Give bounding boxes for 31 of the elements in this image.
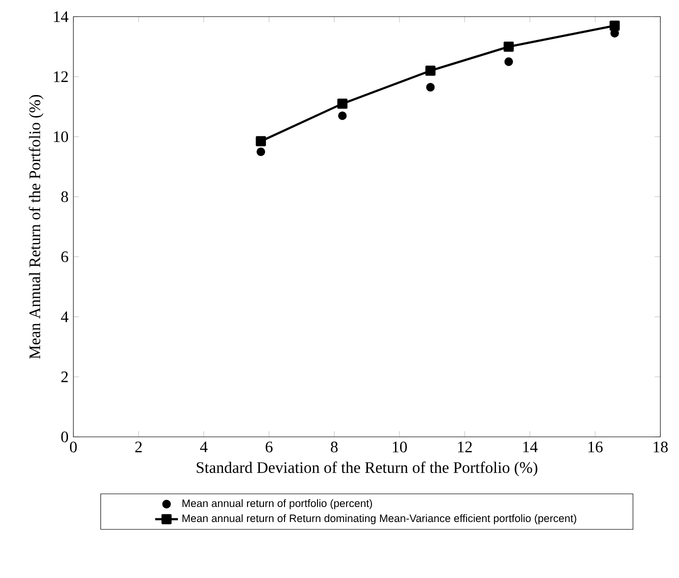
y-tick-label: 2 — [61, 371, 68, 382]
y-tick-label: 4 — [60, 311, 68, 322]
point — [337, 98, 348, 109]
x-tick-label: 16 — [588, 441, 603, 452]
y-tick-label: 14 — [54, 11, 68, 22]
x-tick-label: 18 — [654, 441, 668, 452]
point — [256, 147, 266, 156]
y-tick-label: 0 — [61, 431, 68, 442]
point — [426, 82, 435, 92]
point — [338, 111, 347, 120]
x-tick-label: 4 — [200, 441, 208, 452]
x-tick-label: 14 — [523, 441, 538, 452]
x-tick-label: 10 — [392, 441, 407, 452]
point — [256, 136, 266, 146]
x-tick-label: 6 — [266, 441, 273, 452]
legend-label: Mean annual return of Return dominating Mean-Variance efficient portfolio (percent) — [182, 514, 576, 524]
x-tick-label: 2 — [135, 441, 142, 452]
y-tick-label: 12 — [54, 71, 68, 82]
y-tick-label: 6 — [61, 251, 68, 262]
x-axis-title: Standard Deviation of the Return of the Portfolio (%) — [196, 461, 538, 476]
point — [610, 20, 620, 31]
legend-label: Mean annual return of portfolio (percent) — [182, 499, 372, 510]
point — [425, 65, 436, 76]
y-tick-label: 10 — [54, 131, 68, 142]
y-axis-title: Mean Annual Return of the Portfolio (%) — [28, 94, 44, 359]
x-tick-label: 8 — [330, 441, 338, 452]
y-tick-label: 8 — [61, 191, 68, 202]
point — [504, 57, 513, 66]
point — [504, 41, 514, 52]
x-tick-label: 12 — [458, 441, 472, 452]
x-tick-label: 0 — [70, 441, 77, 452]
